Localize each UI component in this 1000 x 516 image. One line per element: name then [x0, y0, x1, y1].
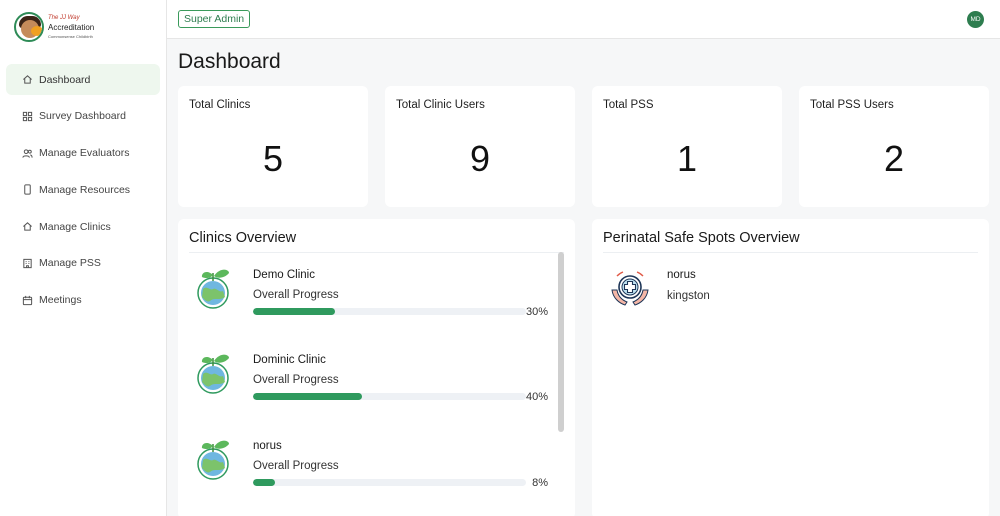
- sidebar-item-manage-clinics[interactable]: Manage Clinics: [6, 211, 160, 242]
- brand-line2: Accreditation: [48, 22, 95, 32]
- progress-label: Overall Progress: [253, 289, 339, 301]
- progress-percent: 8%: [532, 477, 548, 489]
- building-icon: [22, 258, 33, 269]
- stat-value: 1: [676, 138, 698, 179]
- home-icon: [22, 74, 33, 85]
- stat-card-total-clinics: Total Clinics 5: [178, 86, 368, 207]
- progress-fill: [253, 308, 335, 315]
- medical-care-icon: [611, 271, 649, 306]
- sidebar-item-dashboard[interactable]: Dashboard: [6, 64, 160, 95]
- stat-card-total-pss: Total PSS 1: [592, 86, 782, 207]
- progress-fill: [253, 393, 363, 400]
- progress-percent: 40%: [526, 391, 549, 403]
- pss-overview-panel: Perinatal Safe Spots Overview norus king…: [592, 219, 989, 516]
- divider: [603, 252, 978, 253]
- divider: [189, 252, 564, 253]
- grid-icon: [22, 111, 33, 122]
- sidebar-item-meetings[interactable]: Meetings: [6, 285, 160, 316]
- globe-plant-icon: [197, 269, 229, 309]
- scrollbar-thumb[interactable]: [558, 252, 564, 432]
- clinic-name: Dominic Clinic: [253, 354, 326, 366]
- sidebar-item-label: Survey Dashboard: [39, 110, 126, 123]
- brand-line3: Commonsense Childbirth: [48, 33, 93, 39]
- users-icon: [22, 148, 33, 159]
- sidebar-item-label: Dashboard: [39, 73, 91, 86]
- clinic-name: norus: [253, 440, 282, 452]
- progress-bar: [253, 308, 526, 315]
- clinic-item[interactable]: Demo Clinic Overall Progress 30%: [191, 267, 551, 327]
- role-badge: Super Admin: [178, 10, 251, 28]
- progress-fill: [253, 479, 275, 486]
- progress-percent: 30%: [526, 306, 549, 318]
- avatar[interactable]: MD: [967, 11, 984, 28]
- progress-bar: [253, 479, 526, 486]
- home-icon: [22, 221, 33, 232]
- sidebar-item-label: Manage Evaluators: [39, 147, 130, 160]
- stat-value: 9: [469, 138, 491, 179]
- brand-logo[interactable]: The JJ Way Accreditation Commonsense Chi…: [14, 12, 94, 42]
- sidebar-item-label: Meetings: [39, 294, 82, 307]
- stat-card-total-pss-users: Total PSS Users 2: [799, 86, 989, 207]
- globe-plant-icon: [197, 440, 229, 480]
- panel-title: Perinatal Safe Spots Overview: [603, 230, 800, 246]
- stat-label: Total PSS Users: [810, 99, 894, 111]
- stat-value: 5: [262, 138, 284, 179]
- pss-city: kingston: [667, 290, 710, 302]
- page-title: Dashboard: [178, 50, 281, 73]
- stat-label: Total Clinics: [189, 99, 251, 111]
- progress-label: Overall Progress: [253, 374, 339, 386]
- globe-plant-icon: [197, 354, 229, 394]
- panel-title: Clinics Overview: [189, 230, 297, 246]
- logo-icon: [14, 12, 44, 42]
- progress-label: Overall Progress: [253, 460, 339, 472]
- phone-icon: [22, 184, 33, 195]
- sidebar-item-manage-evaluators[interactable]: Manage Evaluators: [6, 138, 160, 169]
- stat-card-total-clinic-users: Total Clinic Users 9: [385, 86, 575, 207]
- progress-bar: [253, 393, 526, 400]
- clinic-name: Demo Clinic: [253, 269, 315, 281]
- calendar-icon: [22, 295, 33, 306]
- sidebar-item-label: Manage Resources: [39, 183, 131, 196]
- top-bar: Super Admin MD: [167, 0, 1000, 39]
- sidebar: The JJ Way Accreditation Commonsense Chi…: [0, 0, 167, 516]
- sidebar-item-manage-pss[interactable]: Manage PSS: [6, 248, 160, 279]
- clinics-overview-panel: Clinics Overview Demo Clinic Overall Pro…: [178, 219, 575, 516]
- sidebar-item-label: Manage Clinics: [39, 220, 111, 233]
- clinic-item[interactable]: Dominic Clinic Overall Progress 40%: [191, 352, 551, 412]
- sidebar-item-manage-resources[interactable]: Manage Resources: [6, 174, 160, 205]
- brand-line1: The JJ Way: [48, 14, 80, 21]
- sidebar-nav: Dashboard Survey Dashboard Manage Evalua…: [6, 64, 160, 322]
- stat-value: 2: [883, 138, 905, 179]
- clinic-item[interactable]: norus Overall Progress 8%: [191, 438, 551, 498]
- stat-label: Total PSS: [603, 99, 654, 111]
- pss-name: norus: [667, 269, 696, 281]
- stat-label: Total Clinic Users: [396, 99, 485, 111]
- sidebar-item-label: Manage PSS: [39, 257, 101, 270]
- sidebar-item-survey-dashboard[interactable]: Survey Dashboard: [6, 101, 160, 132]
